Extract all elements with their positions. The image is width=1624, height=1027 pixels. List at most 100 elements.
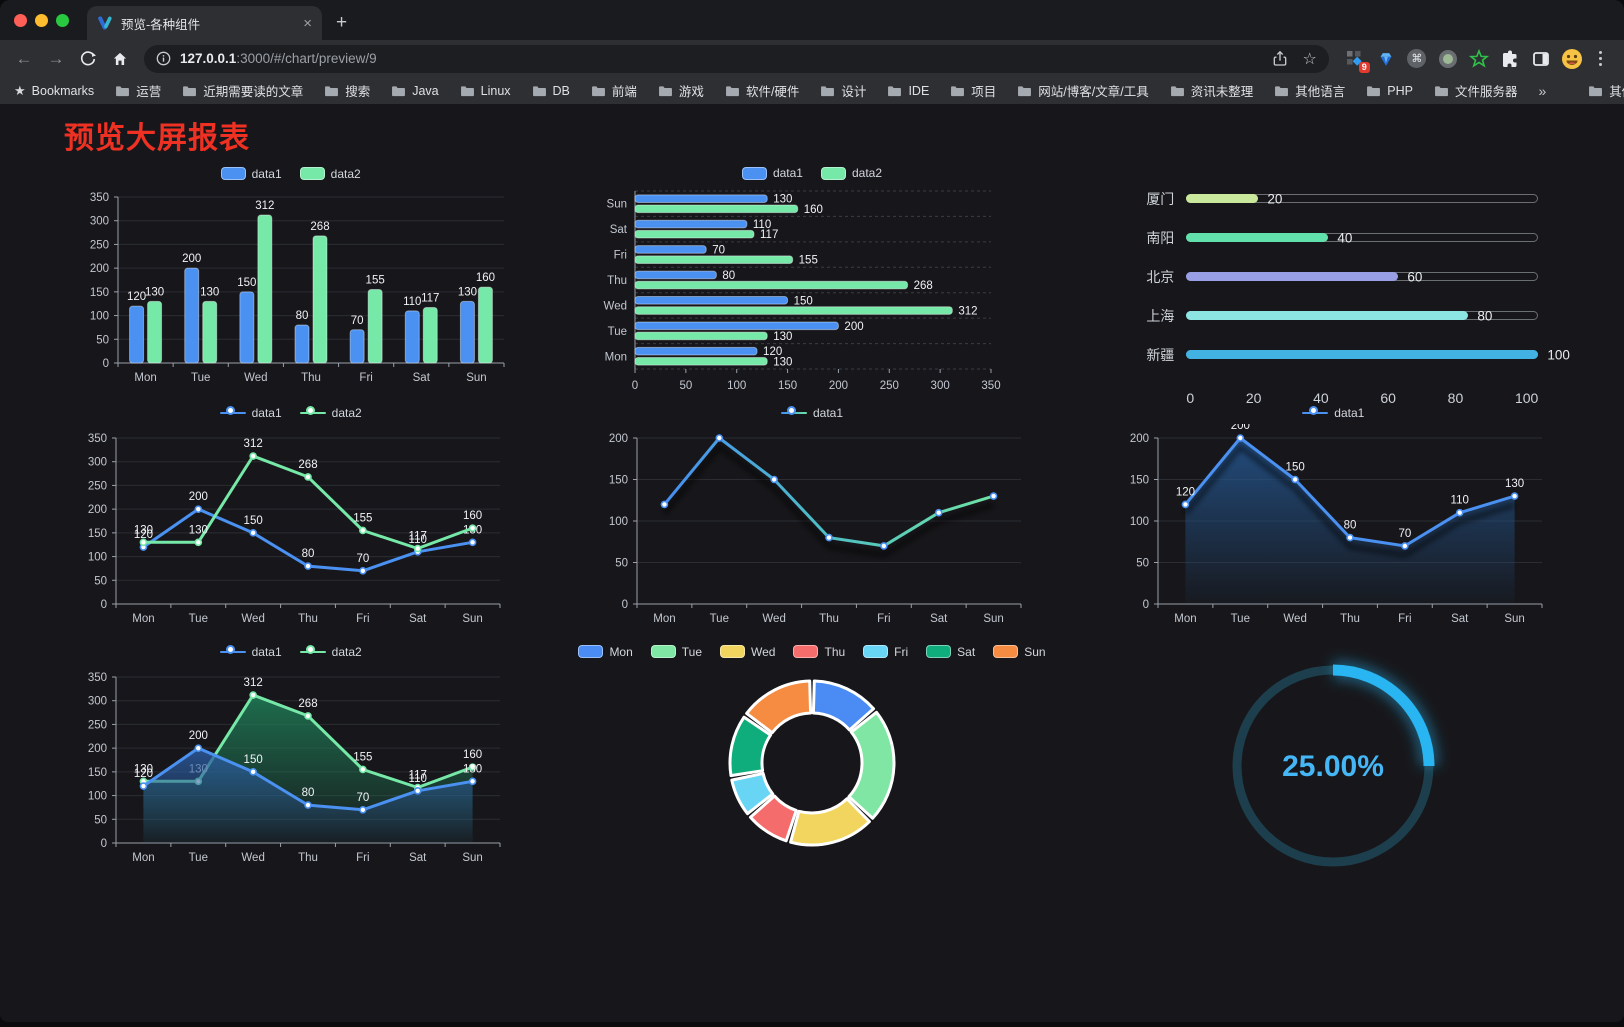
legend-label: data2 <box>331 644 362 659</box>
chart-legend: data1 data2 <box>220 163 361 184</box>
bookmark-folder-item[interactable]: 项目 <box>950 81 996 100</box>
svg-text:Tue: Tue <box>710 613 729 625</box>
extensions-puzzle-icon[interactable] <box>1498 47 1522 71</box>
svg-text:150: 150 <box>609 475 628 487</box>
new-tab-button[interactable]: + <box>336 12 348 33</box>
svg-text:Sun: Sun <box>1505 613 1525 625</box>
bookmark-folder-label: 前端 <box>611 85 637 99</box>
chart-legend: data1 <box>1302 402 1364 423</box>
home-icon[interactable] <box>106 45 134 73</box>
legend-item[interactable]: Fri <box>863 645 908 659</box>
bookmark-folder-item[interactable]: 运营 <box>115 81 161 100</box>
bookmark-folder-item[interactable]: 近期需要读的文章 <box>182 81 303 100</box>
bookmark-folder-label: 运营 <box>136 85 162 99</box>
tab-close-icon[interactable]: × <box>303 14 312 32</box>
bookmark-folder-item[interactable]: 网站/博客/文章/工具 <box>1017 81 1149 100</box>
folder-icon <box>950 85 965 97</box>
browser-tab[interactable]: 预览-各种组件 × <box>87 6 322 40</box>
profile-avatar-icon[interactable] <box>1560 47 1584 71</box>
progress-row: 厦门 20 <box>1128 179 1539 218</box>
legend-item[interactable]: Tue <box>650 645 702 659</box>
bookmark-folder-item[interactable]: 搜索 <box>324 81 370 100</box>
svg-text:Fri: Fri <box>1398 613 1411 625</box>
legend-item[interactable]: data2 <box>299 167 361 181</box>
bookmark-folder-item[interactable]: 软件/硬件 <box>725 81 799 100</box>
legend-item[interactable]: data1 <box>220 167 282 181</box>
bookmark-folder-item[interactable]: IDE <box>887 84 929 98</box>
legend-item[interactable]: data2 <box>299 406 362 420</box>
svg-text:155: 155 <box>365 274 384 286</box>
svg-text:Sat: Sat <box>610 224 628 236</box>
svg-text:150: 150 <box>89 287 108 299</box>
folder-icon <box>1170 85 1185 97</box>
svg-text:155: 155 <box>353 751 372 763</box>
bookmark-folder-item[interactable]: 其他语言 <box>1274 81 1345 100</box>
bookmark-folder-item[interactable]: DB <box>532 84 570 98</box>
browser-menu-icon[interactable] <box>1591 51 1610 66</box>
legend-item[interactable]: Mon <box>578 645 633 659</box>
svg-text:70: 70 <box>712 244 725 256</box>
axis-tick: 100 <box>1514 390 1539 406</box>
svg-text:50: 50 <box>96 334 109 346</box>
chart-legend: Mon Tue Wed Thu Fri Sat Sun <box>578 641 1046 662</box>
bookmarks-root-item[interactable]: ★ Bookmarks <box>14 83 94 99</box>
svg-text:Sat: Sat <box>1451 613 1469 625</box>
bookmark-folder-label: IDE <box>908 83 930 98</box>
legend-item[interactable]: Sun <box>993 645 1046 659</box>
axis-tick: 40 <box>1313 390 1329 406</box>
recorder-extension-icon[interactable] <box>1436 47 1460 71</box>
legend-label: Wed <box>751 644 776 659</box>
progress-track: 100 <box>1186 347 1570 362</box>
bookmark-folder-item[interactable]: Java <box>391 84 439 98</box>
legend-label: Thu <box>824 644 846 659</box>
bookmark-folder-label: 游戏 <box>678 85 704 99</box>
legend-item[interactable]: data1 <box>1302 406 1364 420</box>
reload-icon[interactable] <box>74 45 102 73</box>
gem-extension-icon[interactable] <box>1374 47 1398 71</box>
svg-text:50: 50 <box>1137 558 1150 570</box>
svg-text:110: 110 <box>1451 495 1469 507</box>
bookmark-star-icon[interactable]: ☆ <box>1302 50 1317 68</box>
command-extension-icon[interactable]: ⌘ <box>1405 47 1429 71</box>
green-star-extension-icon[interactable] <box>1467 47 1491 71</box>
sidebar-extension-icon[interactable] <box>1529 47 1553 71</box>
site-info-icon[interactable] <box>156 51 171 66</box>
close-window-button[interactable] <box>14 13 27 27</box>
bookmark-folder-item[interactable]: 资讯未整理 <box>1170 81 1253 100</box>
legend-item[interactable]: data2 <box>299 644 362 659</box>
address-bar[interactable]: 127.0.0.1:3000/#/chart/preview/9 ☆ <box>144 44 1329 73</box>
legend-item[interactable]: data1 <box>219 645 282 659</box>
forward-icon[interactable]: → <box>47 48 65 68</box>
bookmark-folder-item[interactable]: 游戏 <box>658 81 704 100</box>
legend-line-marker <box>299 406 326 419</box>
zoom-window-button[interactable] <box>56 13 69 27</box>
legend-item[interactable]: Wed <box>720 645 775 659</box>
other-bookmarks-item[interactable]: 其他书签 <box>1588 81 1624 100</box>
svg-text:Sun: Sun <box>983 613 1003 625</box>
svg-text:150: 150 <box>87 767 106 779</box>
svg-text:150: 150 <box>87 528 106 540</box>
legend-item[interactable]: data2 <box>820 166 882 180</box>
legend-item[interactable]: data1 <box>780 406 843 420</box>
bookmark-folder-item[interactable]: 文件服务器 <box>1434 81 1517 100</box>
bookmark-folder-item[interactable]: PHP <box>1366 84 1413 98</box>
legend-item[interactable]: Thu <box>793 645 845 659</box>
legend-item[interactable]: Sat <box>926 645 975 659</box>
extension-grid-icon[interactable]: 9 <box>1343 47 1370 73</box>
bookmarks-overflow-icon[interactable]: » <box>1538 82 1547 99</box>
share-icon[interactable] <box>1272 50 1288 67</box>
legend-item[interactable]: data1 <box>741 166 803 180</box>
bookmark-folder-item[interactable]: Linux <box>460 84 511 98</box>
folder-icon <box>460 85 475 97</box>
progress-fill <box>1186 233 1329 242</box>
bookmark-folder-item[interactable]: 设计 <box>820 81 866 100</box>
back-icon[interactable]: ← <box>15 48 33 68</box>
bookmark-folder-item[interactable]: 前端 <box>591 81 637 100</box>
legend-item[interactable]: data1 <box>219 406 282 420</box>
svg-text:130: 130 <box>145 286 164 298</box>
svg-text:150: 150 <box>243 754 262 766</box>
minimize-window-button[interactable] <box>35 13 48 27</box>
progress-row: 上海 80 <box>1128 296 1539 335</box>
progress-label: 北京 <box>1146 268 1175 285</box>
